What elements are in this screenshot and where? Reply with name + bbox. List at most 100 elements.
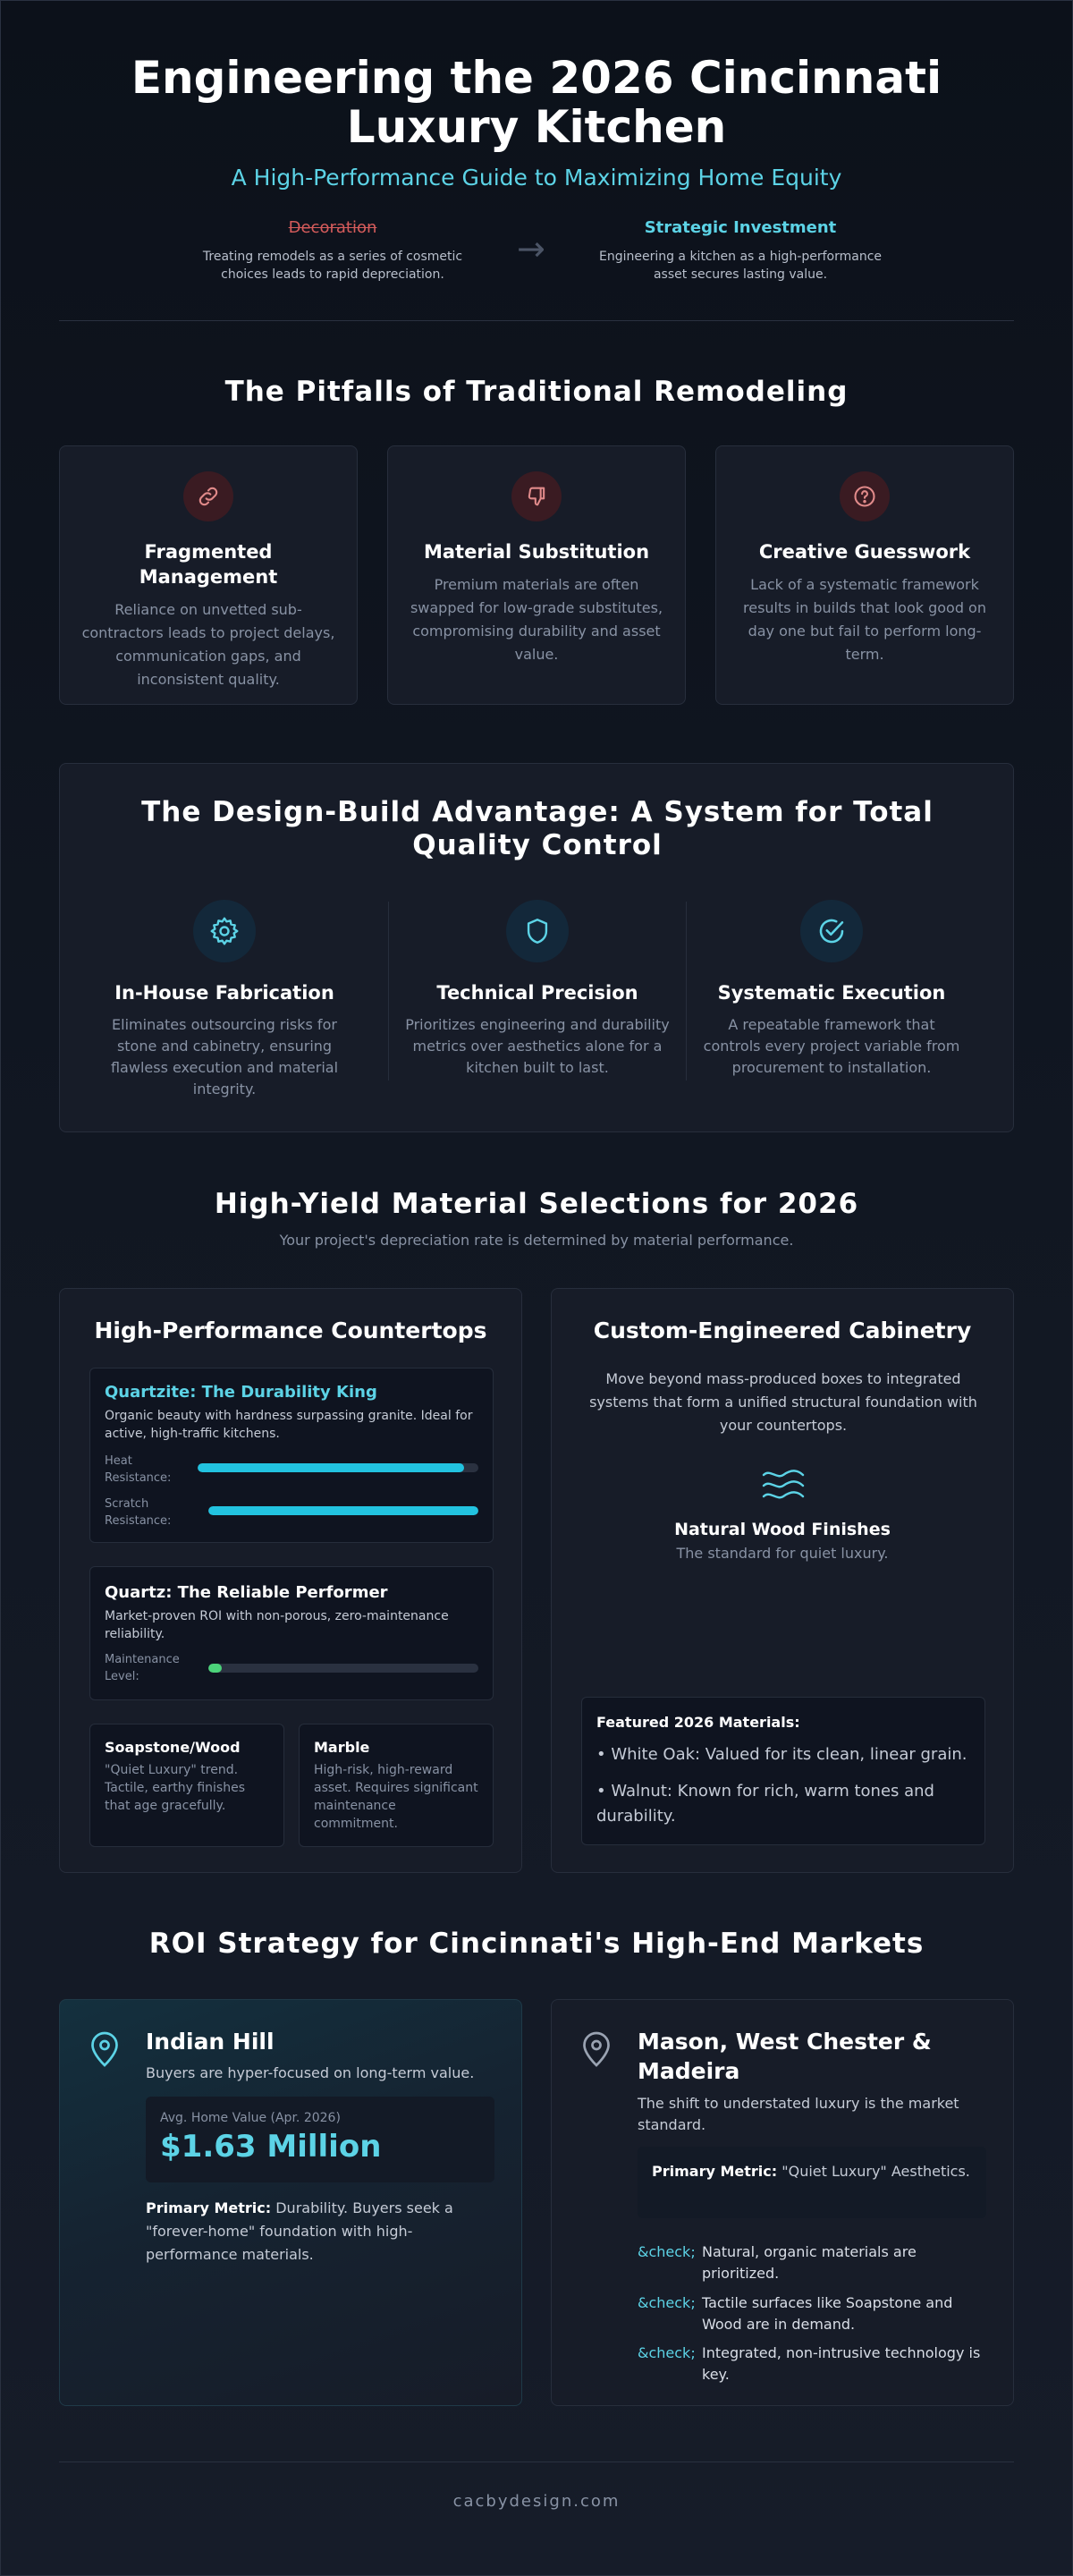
primary-metric: Primary Metric: Durability. Buyers seek … xyxy=(146,2197,494,2267)
advantage-title: In-House Fabrication xyxy=(114,982,334,1004)
investment-label: Strategic Investment xyxy=(644,218,837,237)
pitfall-title: Material Substitution xyxy=(423,541,650,563)
page-subtitle: A High-Performance Guide to Maximizing H… xyxy=(231,165,842,191)
metric-box: Primary Metric: "Quiet Luxury" Aesthetic… xyxy=(638,2147,986,2218)
metric-text: Durability. Buyers seek a "forever-home"… xyxy=(146,2199,453,2263)
check-text: Natural, organic materials are prioritiz… xyxy=(702,2243,917,2282)
shield-icon xyxy=(506,900,569,962)
marble-card: Marble High-risk, high-reward asset. Req… xyxy=(299,1724,494,1847)
hero: Engineering the 2026 Cincinnati Luxury K… xyxy=(59,54,1014,191)
soapstone-desc: "Quiet Luxury" trend. Tactile, earthy fi… xyxy=(105,1763,245,1813)
metric-label: Heat Resistance: xyxy=(105,1454,172,1485)
gear-icon xyxy=(193,900,256,962)
featured-item: • White Oak: Valued for its clean, linea… xyxy=(596,1745,967,1764)
advantage-desc: Prioritizes engineering and durability m… xyxy=(405,1016,670,1076)
advantage-title: Technical Precision xyxy=(436,982,638,1004)
divider xyxy=(388,902,389,1080)
pitfall-desc: Reliance on unvetted sub-contractors lea… xyxy=(81,601,335,688)
check-item: &check; Natural, organic materials are p… xyxy=(638,2241,986,2282)
advantage-title: Systematic Execution xyxy=(717,982,946,1004)
check-item: &check; Tactile surfaces like Soapstone … xyxy=(638,2292,986,2333)
check-text: Tactile surfaces like Soapstone and Wood… xyxy=(702,2294,953,2333)
featured-title: Featured 2026 Materials: xyxy=(596,1714,800,1731)
quartz-desc: Market-proven ROI with non-porous, zero-… xyxy=(105,1609,449,1641)
cabinetry-title: Custom-Engineered Cabinetry xyxy=(593,1318,972,1343)
metric-label: Primary Metric: xyxy=(652,2163,778,2180)
pitfall-card: Creative Guesswork Lack of a systematic … xyxy=(715,445,1014,705)
featured-item: • Walnut: Known for rich, warm tones and… xyxy=(596,1782,934,1826)
quartzite-desc: Organic beauty with hardness surpassing … xyxy=(105,1409,473,1441)
decoration-label: Decoration xyxy=(288,218,377,237)
pitfall-card: Fragmented Management Reliance on unvett… xyxy=(59,445,358,705)
arrow-right-icon: → xyxy=(517,229,545,268)
divider xyxy=(59,320,1014,321)
page-title: Engineering the 2026 Cincinnati Luxury K… xyxy=(131,52,942,153)
thumbs-down-icon xyxy=(511,471,562,521)
pitfall-title: Fragmented Management xyxy=(139,541,278,588)
pitfall-desc: Lack of a systematic framework results i… xyxy=(743,576,986,663)
metric-text: "Quiet Luxury" Aesthetics. xyxy=(782,2163,970,2180)
indian-hill-card: Indian Hill Buyers are hyper-focused on … xyxy=(59,1999,522,2406)
map-pin-icon xyxy=(89,2030,121,2072)
metric-label: Scratch Resistance: xyxy=(105,1497,172,1528)
advantage-item: In-House Fabrication Eliminates outsourc… xyxy=(90,900,359,1100)
countertops-card: High-Performance Countertops Quartzite: … xyxy=(59,1288,522,1873)
question-icon xyxy=(840,471,890,521)
divider xyxy=(686,902,687,1080)
indian-hill-title: Indian Hill xyxy=(146,2029,275,2055)
wood-grain-icon xyxy=(761,1466,806,1509)
advantage-item: Technical Precision Prioritizes engineer… xyxy=(403,900,672,1079)
stat-value: $1.63 Million xyxy=(160,2129,382,2165)
broken-link-icon xyxy=(183,471,233,521)
quartz-card: Quartz: The Reliable Performer Market-pr… xyxy=(89,1566,494,1700)
pitfall-title: Creative Guesswork xyxy=(758,541,971,563)
decoration-vs-investment: Decoration Treating remodels as a series… xyxy=(0,218,1073,284)
mason-card: Mason, West Chester & Madeira The shift … xyxy=(551,1999,1014,2406)
cabinetry-card: Custom-Engineered Cabinetry Move beyond … xyxy=(551,1288,1014,1873)
pitfall-card: Material Substitution Premium materials … xyxy=(387,445,686,705)
check-icon: &check; xyxy=(638,2294,696,2311)
decoration-desc: Treating remodels as a series of cosmeti… xyxy=(202,250,463,282)
check-item: &check; Integrated, non-intrusive techno… xyxy=(638,2343,986,2383)
quartz-title: Quartz: The Reliable Performer xyxy=(105,1583,388,1602)
metric-label: Maintenance Level: xyxy=(105,1653,180,1683)
mason-desc: The shift to understated luxury is the m… xyxy=(638,2095,959,2133)
indian-hill-desc: Buyers are hyper-focused on long-term va… xyxy=(146,2064,475,2081)
check-icon: &check; xyxy=(638,2243,696,2260)
advantage-desc: Eliminates outsourcing risks for stone a… xyxy=(110,1016,339,1097)
check-circle-icon xyxy=(800,900,863,962)
footer-url: cacbydesign.com xyxy=(452,2492,621,2511)
design-build-title: The Design-Build Advantage: A System for… xyxy=(141,796,934,861)
metric-label: Primary Metric: xyxy=(146,2199,272,2216)
stat-label: Avg. Home Value (Apr. 2026) xyxy=(160,2111,341,2125)
check-icon: &check; xyxy=(638,2344,696,2361)
investment-column: Strategic Investment Engineering a kitch… xyxy=(597,218,883,284)
maintenance-level-bar xyxy=(208,1664,478,1673)
finish-title: Natural Wood Finishes xyxy=(674,1520,891,1539)
decoration-column: Decoration Treating remodels as a series… xyxy=(190,218,476,284)
quartzite-card: Quartzite: The Durability King Organic b… xyxy=(89,1368,494,1543)
featured-materials-box: Featured 2026 Materials: • White Oak: Va… xyxy=(581,1697,985,1845)
heat-resistance-bar xyxy=(198,1463,478,1472)
cabinetry-desc: Move beyond mass-produced boxes to integ… xyxy=(589,1370,977,1434)
pitfall-desc: Premium materials are often swapped for … xyxy=(410,576,663,663)
materials-title: High-Yield Material Selections for 2026 xyxy=(214,1188,859,1220)
marble-title: Marble xyxy=(314,1739,370,1756)
advantage-item: Systematic Execution A repeatable framew… xyxy=(697,900,966,1079)
map-pin-icon xyxy=(580,2030,613,2072)
roi-title: ROI Strategy for Cincinnati's High-End M… xyxy=(148,1928,925,1960)
scratch-resistance-bar xyxy=(208,1506,478,1515)
materials-subtitle: Your project's depreciation rate is dete… xyxy=(279,1232,794,1249)
design-build-panel: The Design-Build Advantage: A System for… xyxy=(59,763,1014,1132)
stat-box: Avg. Home Value (Apr. 2026) $1.63 Millio… xyxy=(146,2097,494,2182)
advantage-desc: A repeatable framework that controls eve… xyxy=(703,1016,960,1076)
soapstone-card: Soapstone/Wood "Quiet Luxury" trend. Tac… xyxy=(89,1724,284,1847)
quartzite-title: Quartzite: The Durability King xyxy=(105,1383,377,1402)
investment-desc: Engineering a kitchen as a high-performa… xyxy=(598,250,883,282)
pitfalls-title: The Pitfalls of Traditional Remodeling xyxy=(224,376,849,408)
finish-desc: The standard for quiet luxury. xyxy=(676,1545,889,1562)
check-text: Integrated, non-intrusive technology is … xyxy=(702,2344,981,2383)
bar-fill xyxy=(208,1506,478,1515)
soapstone-title: Soapstone/Wood xyxy=(105,1739,241,1756)
countertops-title: High-Performance Countertops xyxy=(94,1318,487,1343)
